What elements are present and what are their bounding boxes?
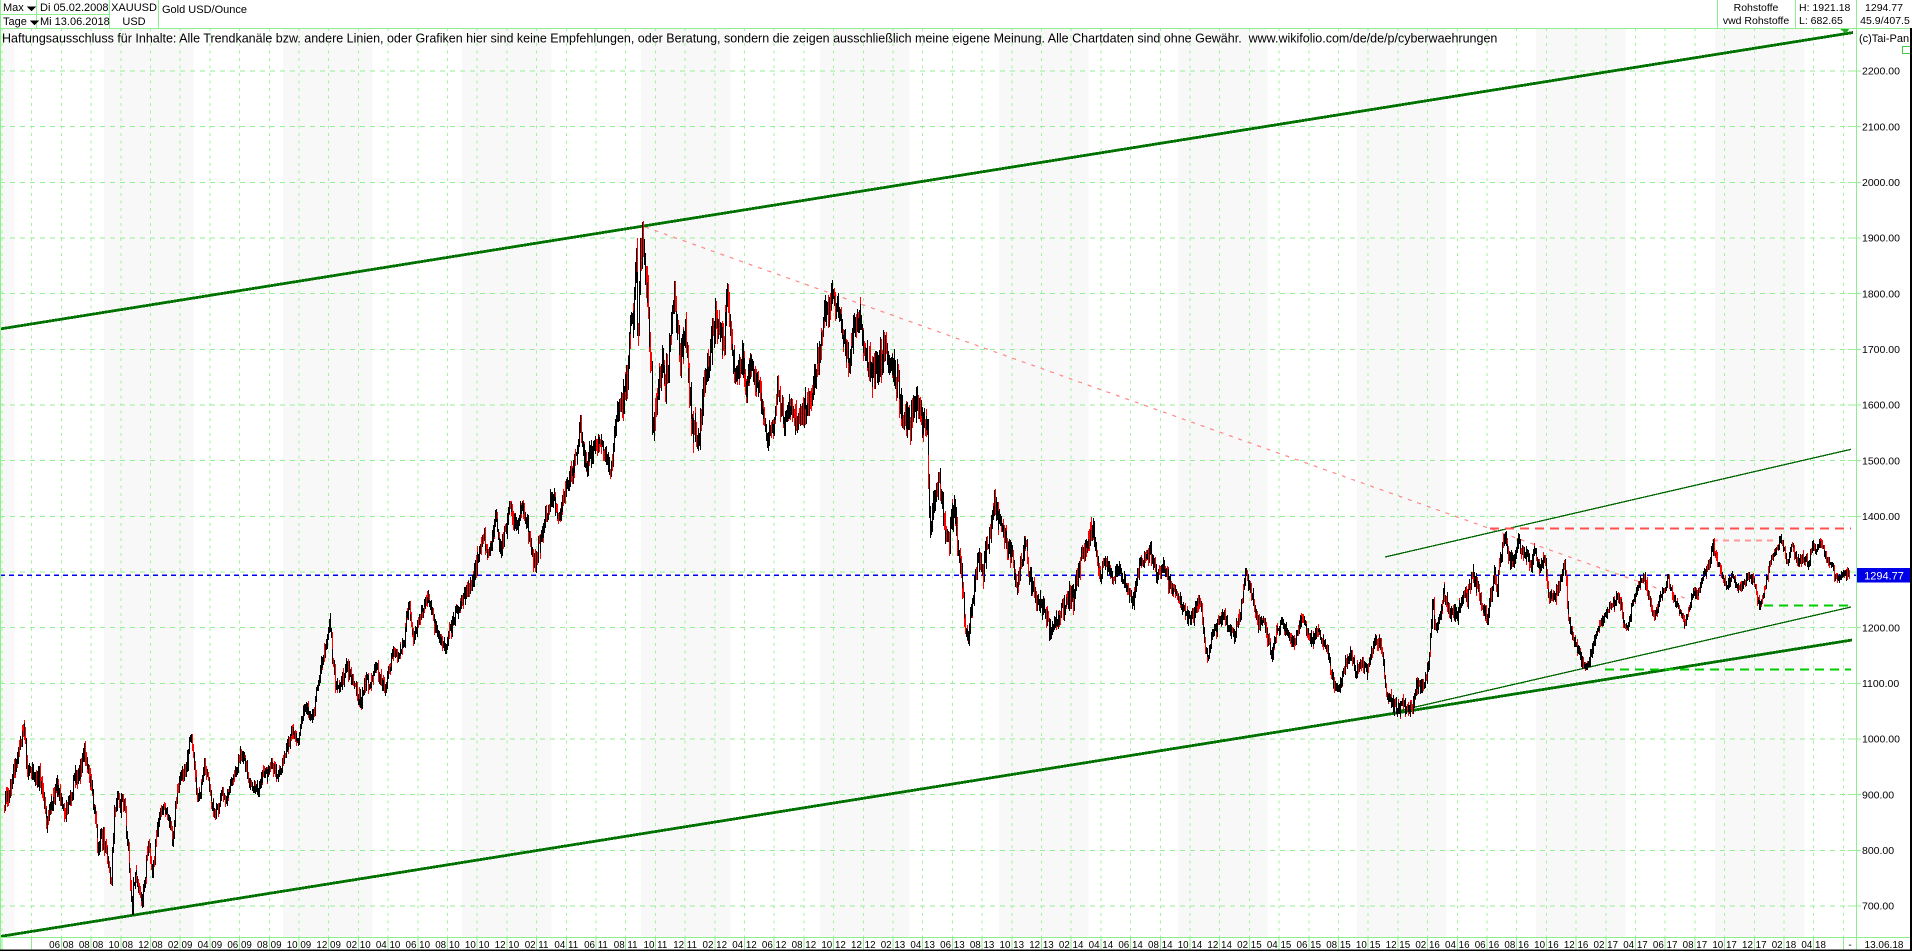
svg-text:1100.00: 1100.00 [1862,678,1899,690]
svg-text:06 12: 06 12 [762,940,787,951]
svg-text:1500.00: 1500.00 [1862,455,1900,467]
svg-text:13.06.18: 13.06.18 [1865,940,1904,951]
svg-text:1600.00: 1600.00 [1862,400,1900,412]
svg-text:06 08: 06 08 [49,940,74,951]
svg-text:02 09: 02 09 [168,940,193,951]
svg-text:06 09: 06 09 [227,940,252,951]
svg-text:1900.00: 1900.00 [1862,233,1900,245]
svg-text:06 13: 06 13 [940,940,965,951]
svg-text:vwd Rohstoffe: vwd Rohstoffe [1723,15,1790,27]
svg-text:Max: Max [3,2,24,14]
svg-text:12 12: 12 12 [851,940,876,951]
svg-text:04 17: 04 17 [1623,940,1648,951]
svg-text:45.9/407.5: 45.9/407.5 [1860,15,1910,27]
svg-text:02 15: 02 15 [1237,940,1262,951]
svg-text:12 13: 12 13 [1029,940,1054,951]
svg-text:(c)Tai-Pan: (c)Tai-Pan [1859,33,1909,45]
svg-text:700.00: 700.00 [1862,901,1894,913]
svg-text:2100.00: 2100.00 [1862,121,1900,133]
svg-text:06 10: 06 10 [406,940,431,951]
svg-text:02 12: 02 12 [703,940,728,951]
svg-text:10 09: 10 09 [287,940,312,951]
svg-text:USD: USD [122,16,145,28]
svg-text:08 14: 08 14 [1148,940,1173,951]
svg-text:12 11: 12 11 [673,940,697,951]
svg-text:1200.00: 1200.00 [1862,622,1900,634]
svg-text:08 16: 08 16 [1504,940,1529,951]
svg-text:02 10: 02 10 [346,940,371,951]
svg-text:04 14: 04 14 [1089,940,1114,951]
svg-text:08 09: 08 09 [257,940,282,951]
svg-text:02 13: 02 13 [881,940,906,951]
svg-text:12 16: 12 16 [1564,940,1589,951]
svg-text:Di 05.02.2008: Di 05.02.2008 [40,2,109,14]
svg-text:H: 1921.18: H: 1921.18 [1799,2,1851,14]
svg-text:02 11: 02 11 [525,940,549,951]
svg-text:10 15: 10 15 [1356,940,1381,951]
svg-text:04 13: 04 13 [910,940,935,951]
svg-text:06 11: 06 11 [584,940,608,951]
svg-text:Gold USD/Ounce: Gold USD/Ounce [162,4,247,16]
svg-text:900.00: 900.00 [1862,789,1894,801]
svg-text:10 17: 10 17 [1712,940,1737,951]
svg-text:2000.00: 2000.00 [1862,177,1900,189]
svg-text:06 14: 06 14 [1118,940,1143,951]
svg-text:04 09: 04 09 [198,940,223,951]
svg-text:08 11: 08 11 [614,940,638,951]
svg-text:1000.00: 1000.00 [1862,734,1900,746]
svg-text:08 08: 08 08 [79,940,104,951]
svg-text:XAUUSD: XAUUSD [111,2,157,14]
svg-text:02 17: 02 17 [1594,940,1619,951]
svg-text:Rohstoffe: Rohstoffe [1734,2,1779,14]
svg-text:10 13: 10 13 [1000,940,1025,951]
svg-text:12 09: 12 09 [316,940,341,951]
svg-text:12 10: 12 10 [495,940,520,951]
svg-text:04 16: 04 16 [1445,940,1470,951]
svg-text:08 12: 08 12 [792,940,817,951]
svg-text:04 12: 04 12 [732,940,757,951]
svg-text:04 18: 04 18 [1801,940,1826,951]
svg-text:10 16: 10 16 [1534,940,1559,951]
svg-text:10 12: 10 12 [821,940,846,951]
svg-text:02 18: 02 18 [1772,940,1797,951]
svg-text:10 14: 10 14 [1178,940,1203,951]
svg-text:1700.00: 1700.00 [1862,344,1900,356]
svg-text:06 16: 06 16 [1475,940,1500,951]
svg-text:04 10: 04 10 [376,940,401,951]
svg-text:1800.00: 1800.00 [1862,288,1900,300]
svg-text:02 16: 02 16 [1415,940,1440,951]
svg-text:08 10: 08 10 [435,940,460,951]
svg-text:-: - [1848,940,1851,951]
svg-text:2200.00: 2200.00 [1862,66,1900,78]
svg-text:10 11: 10 11 [644,940,668,951]
svg-text:1294.77: 1294.77 [1865,2,1903,14]
svg-text:800.00: 800.00 [1862,845,1894,857]
svg-text:12 14: 12 14 [1207,940,1232,951]
svg-text:08 13: 08 13 [970,940,995,951]
svg-text:02 14: 02 14 [1059,940,1084,951]
svg-text:08 15: 08 15 [1326,940,1351,951]
svg-text:12 17: 12 17 [1742,940,1767,951]
svg-text:10 08: 10 08 [109,940,134,951]
svg-text:06 15: 06 15 [1297,940,1322,951]
svg-text:Tage: Tage [3,16,27,28]
svg-text:10 10: 10 10 [465,940,490,951]
svg-text:12 15: 12 15 [1386,940,1411,951]
svg-text:1294.77: 1294.77 [1864,571,1904,583]
svg-text:08 17: 08 17 [1683,940,1708,951]
svg-text:Haftungsausschluss für Inhalte: Haftungsausschluss für Inhalte: Alle Tre… [2,32,1497,46]
svg-text:04 15: 04 15 [1267,940,1292,951]
svg-text:04 11: 04 11 [554,940,578,951]
svg-text:L: 682.65: L: 682.65 [1799,15,1843,27]
svg-text:06 17: 06 17 [1653,940,1678,951]
svg-text:12 08: 12 08 [138,940,163,951]
svg-text:1400.00: 1400.00 [1862,511,1900,523]
svg-text:Mi 13.06.2018: Mi 13.06.2018 [40,16,110,28]
